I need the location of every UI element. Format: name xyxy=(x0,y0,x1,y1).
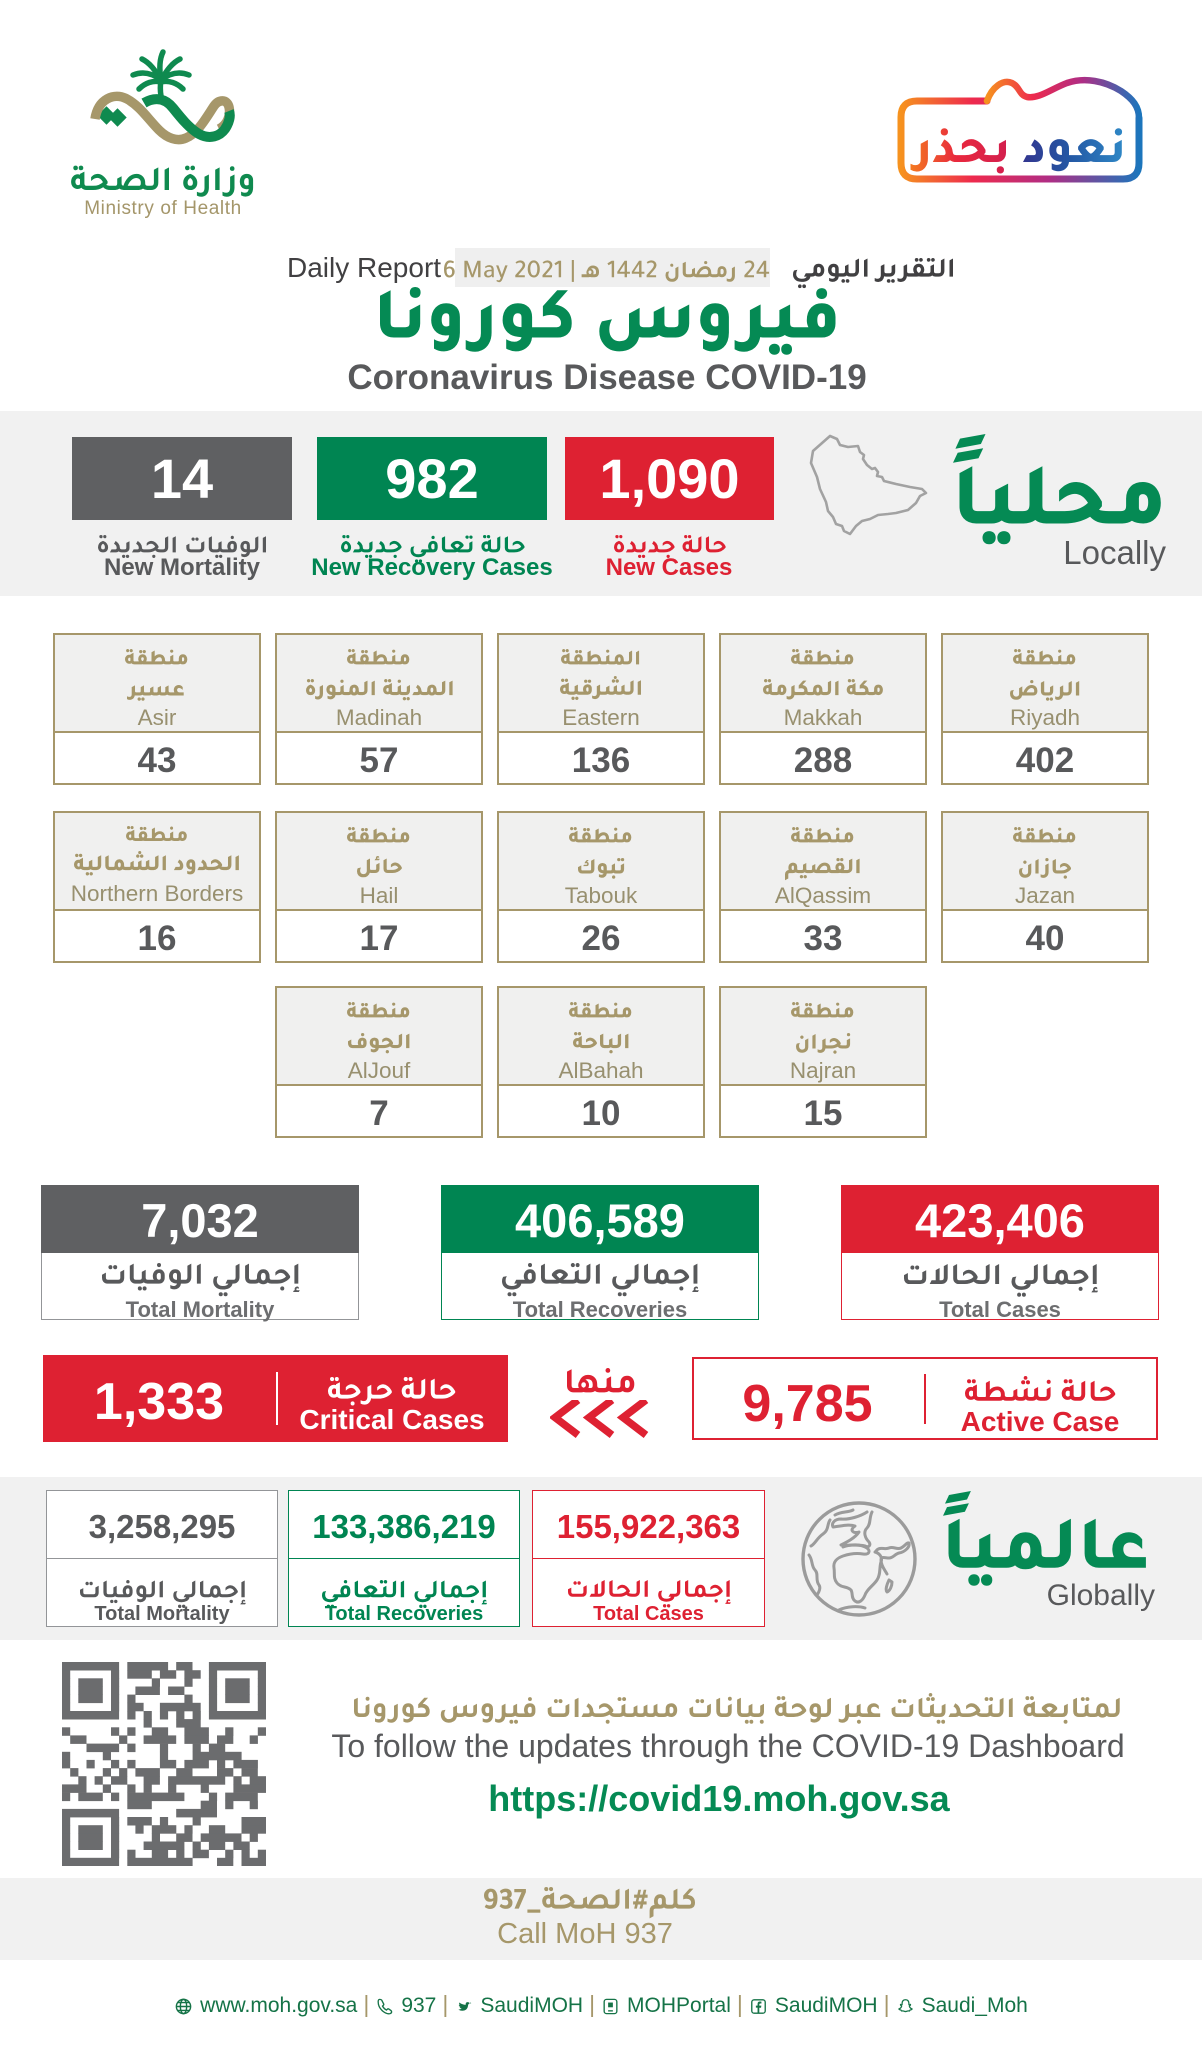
svg-text:Ministry of Health: Ministry of Health xyxy=(84,198,242,219)
